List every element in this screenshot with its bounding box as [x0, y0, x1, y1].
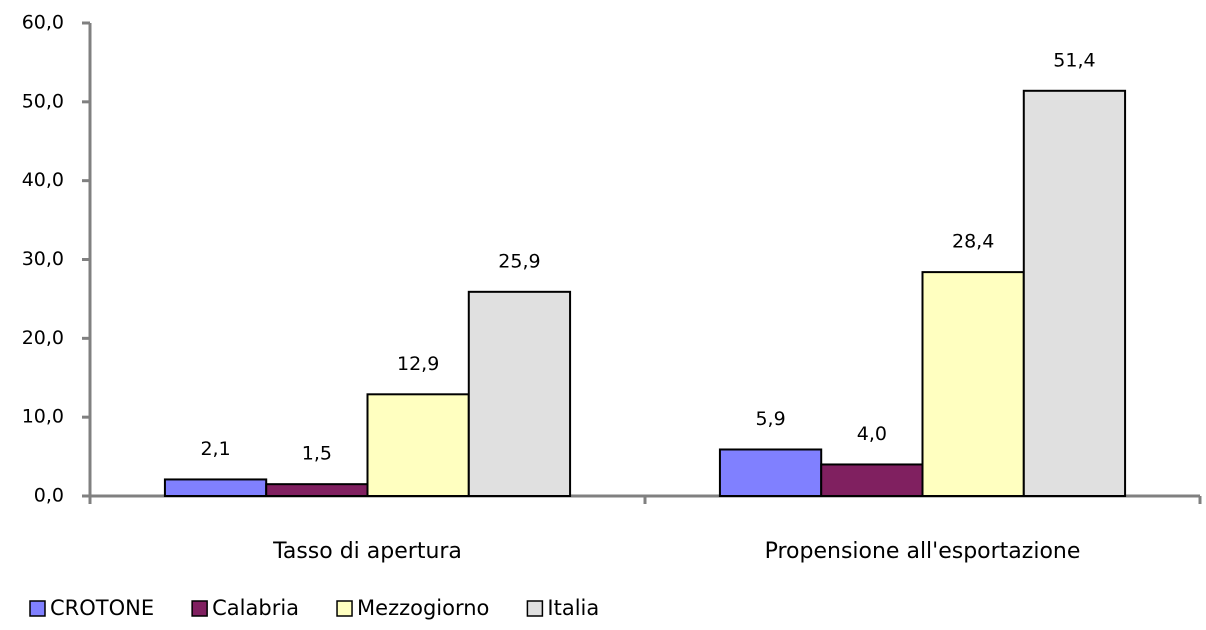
bar	[467, 290, 572, 497]
y-tick-label: 10,0	[22, 406, 64, 428]
value-label: 1,5	[302, 443, 332, 465]
legend-label: Calabria	[212, 596, 299, 620]
y-tick-label: 30,0	[22, 248, 64, 270]
bar	[1022, 89, 1127, 498]
legend-label: Mezzogiorno	[357, 596, 489, 620]
legend-label: CROTONE	[50, 596, 154, 620]
value-label: 5,9	[755, 408, 785, 430]
y-tick-label: 60,0	[22, 12, 64, 34]
value-label: 51,4	[1053, 49, 1095, 71]
legend-swatch	[526, 600, 544, 617]
bar	[163, 478, 268, 498]
y-tick-label: 50,0	[22, 90, 64, 112]
value-label: 2,1	[200, 438, 230, 460]
x-tick-label: Tasso di apertura	[272, 539, 462, 564]
y-tick-label: 20,0	[22, 327, 64, 349]
y-tick-label: 40,0	[22, 169, 64, 191]
value-label: 12,9	[397, 353, 439, 375]
legend-swatch	[191, 600, 208, 617]
bar	[265, 483, 369, 497]
legend-label: Italia	[547, 596, 599, 620]
y-tick-label: 0,0	[34, 485, 64, 507]
bar	[921, 271, 1025, 498]
x-tick-label: Propensione all'esportazione	[765, 539, 1081, 564]
legend-swatch	[29, 600, 46, 617]
value-label: 25,9	[498, 250, 540, 272]
bar	[366, 393, 470, 497]
bar	[718, 448, 823, 498]
legend-swatch	[336, 600, 353, 617]
value-label: 4,0	[857, 423, 887, 445]
bar	[820, 463, 924, 498]
value-label: 28,4	[952, 231, 994, 253]
